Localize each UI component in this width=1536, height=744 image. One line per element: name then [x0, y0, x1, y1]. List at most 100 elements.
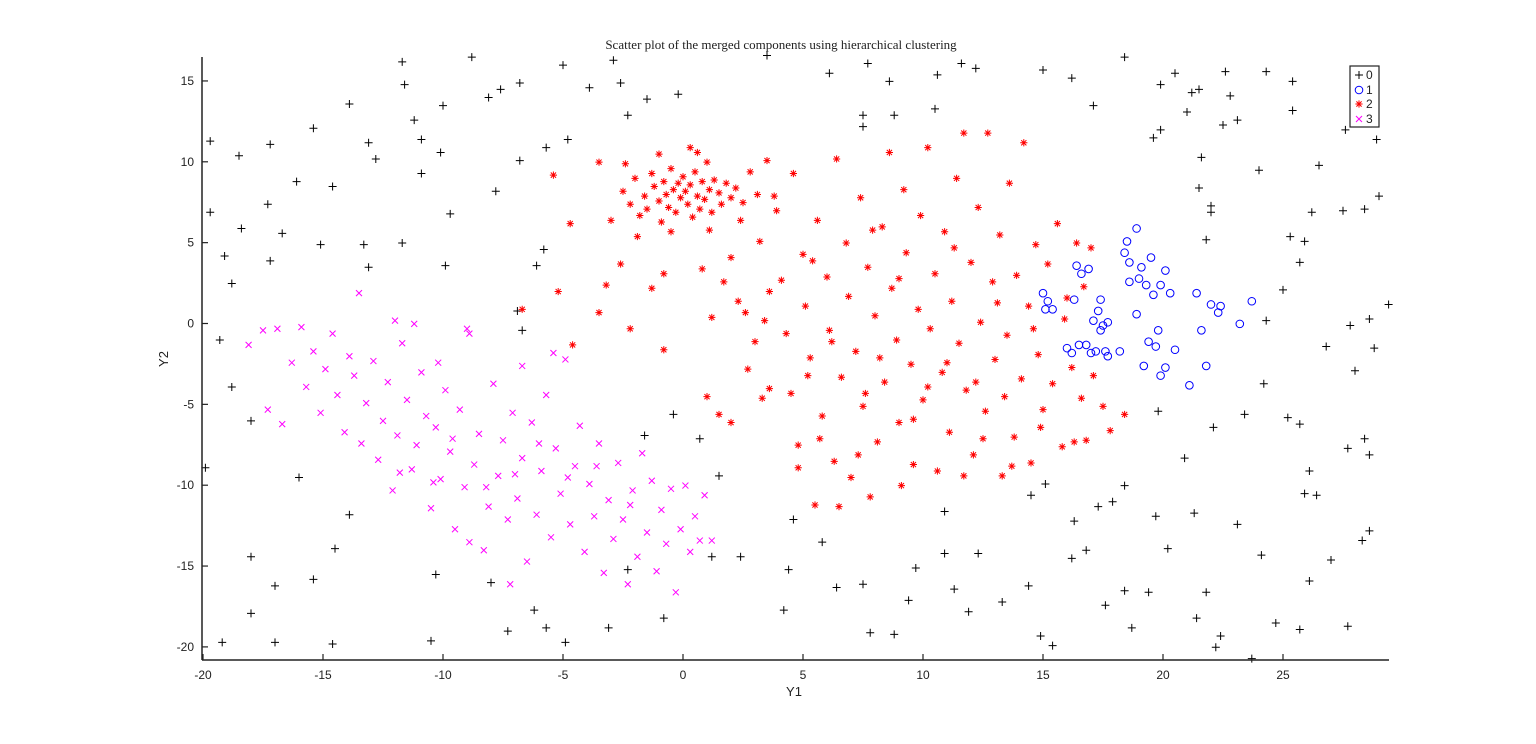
- data-point-series-2: [818, 412, 826, 420]
- data-point-series-3: [648, 477, 656, 485]
- data-point-series-3: [434, 359, 442, 367]
- data-point-series-2: [933, 467, 941, 475]
- data-point-series-2: [1020, 139, 1028, 147]
- data-point-series-0: [890, 630, 899, 639]
- data-point-series-3: [533, 511, 540, 519]
- data-point-series-3: [586, 480, 593, 488]
- data-point-series-0: [784, 565, 793, 574]
- data-point-series-0: [950, 585, 959, 594]
- data-point-series-2: [770, 192, 778, 200]
- data-point-series-2: [993, 299, 1001, 307]
- data-point-series-0: [1233, 520, 1242, 529]
- data-point-series-0: [1171, 69, 1179, 78]
- data-point-series-2: [1087, 244, 1095, 252]
- data-point-series-2: [1027, 459, 1035, 467]
- data-point-series-3: [470, 461, 478, 468]
- data-point-series-2: [917, 211, 925, 220]
- x-tick-label: 10: [916, 668, 930, 682]
- data-point-series-0: [371, 154, 380, 163]
- data-point-series-2: [684, 200, 692, 208]
- data-point-series-1: [1132, 309, 1141, 319]
- data-point-series-2: [758, 394, 766, 402]
- data-point-series-0: [1067, 74, 1076, 83]
- data-point-series-2: [878, 223, 886, 231]
- data-point-series-2: [643, 205, 651, 213]
- data-point-series-0: [1286, 232, 1295, 241]
- data-point-series-0: [503, 627, 512, 636]
- data-point-series-0: [446, 209, 455, 218]
- data-point-series-0: [1216, 631, 1225, 640]
- data-point-series-2: [667, 228, 675, 236]
- data-point-series-2: [722, 179, 730, 187]
- data-point-series-2: [691, 168, 699, 176]
- data-point-series-2: [871, 312, 879, 320]
- data-point-series-0: [1233, 116, 1242, 125]
- data-point-series-2: [660, 177, 668, 186]
- data-point-series-1: [1093, 306, 1103, 316]
- data-point-series-2: [746, 168, 754, 176]
- data-point-series-3: [514, 495, 521, 502]
- data-point-series-2: [816, 435, 824, 443]
- data-point-series-2: [907, 360, 915, 368]
- data-point-series-1: [1134, 274, 1144, 283]
- data-point-series-3: [626, 501, 634, 509]
- data-point-series-2: [1029, 325, 1037, 333]
- data-point-series-2: [741, 308, 749, 317]
- y-tick-label: 5: [187, 236, 194, 250]
- data-point-series-2: [1037, 423, 1045, 431]
- data-point-series-2: [681, 187, 689, 195]
- data-point-series-0: [1262, 67, 1271, 76]
- data-point-series-2: [945, 428, 953, 436]
- data-point-series-3: [398, 339, 406, 347]
- data-point-series-0: [1183, 108, 1191, 117]
- data-point-series-0: [974, 549, 983, 558]
- data-point-series-0: [957, 59, 966, 68]
- data-point-series-1: [1201, 361, 1211, 371]
- data-point-series-2: [662, 190, 670, 199]
- data-point-series-0: [859, 122, 867, 131]
- data-point-series-1: [1038, 288, 1048, 298]
- data-point-series-2: [1010, 433, 1018, 441]
- data-point-series-0: [496, 85, 505, 94]
- data-point-series-2: [595, 308, 603, 317]
- data-point-series-0: [669, 410, 678, 419]
- data-point-series-0: [1257, 551, 1266, 560]
- data-point-series-2: [953, 174, 961, 182]
- data-point-series-3: [322, 365, 329, 373]
- data-point-series-0: [1365, 315, 1374, 324]
- data-point-series-0: [1154, 407, 1163, 416]
- data-point-series-2: [617, 260, 625, 268]
- data-point-series-0: [1027, 491, 1035, 500]
- data-point-series-0: [1187, 88, 1196, 97]
- chart-title: Scatter plot of the merged components us…: [605, 37, 957, 52]
- data-point-series-2: [1008, 462, 1016, 470]
- data-point-series-2: [888, 284, 896, 292]
- data-point-series-3: [571, 462, 579, 470]
- data-point-series-2: [801, 302, 809, 310]
- data-point-series-3: [691, 512, 699, 520]
- data-point-series-3: [310, 348, 317, 355]
- data-point-series-0: [1202, 235, 1211, 244]
- x-tick-label: 0: [680, 668, 687, 682]
- data-point-series-3: [593, 462, 600, 470]
- data-point-series-2: [569, 341, 577, 349]
- data-point-series-1: [1122, 237, 1132, 246]
- data-point-series-0: [235, 151, 243, 160]
- data-point-series-3: [408, 466, 416, 473]
- data-point-series-2: [655, 197, 663, 205]
- data-point-series-3: [446, 448, 454, 455]
- data-point-series-1: [1192, 288, 1201, 298]
- data-point-series-0: [1365, 450, 1374, 459]
- data-point-series-3: [427, 504, 435, 512]
- data-point-series-2: [777, 276, 785, 284]
- data-point-series-2: [1005, 179, 1013, 187]
- data-point-series-2: [806, 354, 814, 362]
- data-point-series-2: [869, 226, 877, 234]
- data-point-series-2: [1061, 315, 1069, 323]
- x-tick-label: -10: [434, 668, 452, 682]
- data-point-series-3: [346, 352, 353, 360]
- data-point-series-0: [559, 61, 567, 70]
- data-point-series-2: [703, 158, 711, 166]
- data-point-series-2: [897, 481, 905, 490]
- data-point-series-2: [1032, 241, 1040, 249]
